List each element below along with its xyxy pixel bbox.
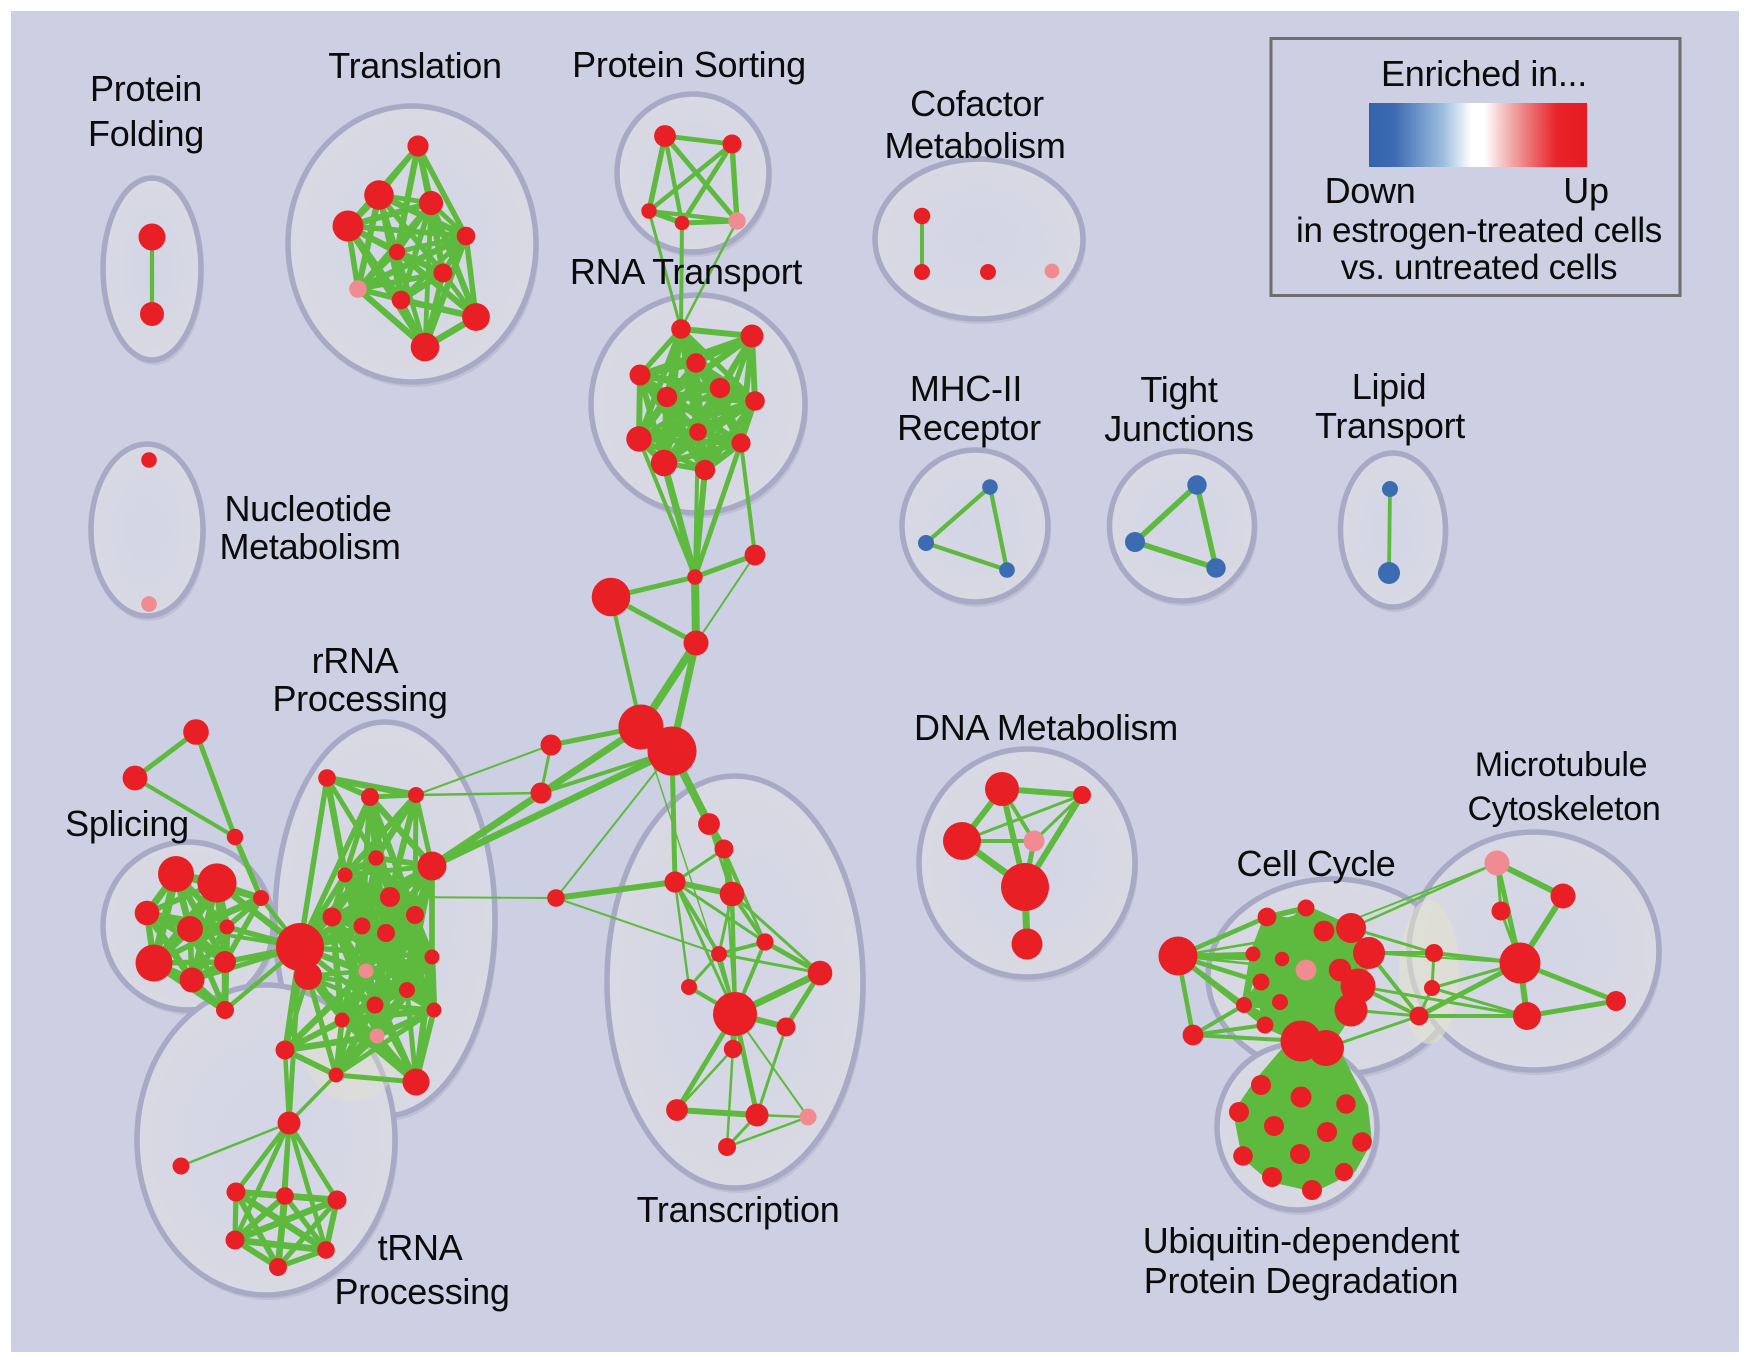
svg-text:MHC-II: MHC-II <box>910 368 1022 409</box>
svg-text:tRNA: tRNA <box>378 1227 463 1268</box>
svg-text:RNA Transport: RNA Transport <box>570 251 802 292</box>
svg-text:Translation: Translation <box>328 45 501 86</box>
svg-text:Receptor: Receptor <box>897 407 1041 448</box>
svg-text:Metabolism: Metabolism <box>884 125 1065 166</box>
svg-text:Microtubule: Microtubule <box>1475 746 1647 784</box>
svg-text:Metabolism: Metabolism <box>219 526 400 567</box>
svg-text:Enriched in...: Enriched in... <box>1381 53 1587 94</box>
svg-text:rRNA: rRNA <box>312 640 399 681</box>
svg-text:Protein Degradation: Protein Degradation <box>1144 1260 1459 1301</box>
svg-text:Lipid: Lipid <box>1352 366 1427 407</box>
svg-text:vs. untreated cells: vs. untreated cells <box>1341 248 1617 287</box>
svg-text:Folding: Folding <box>88 113 204 154</box>
svg-text:Protein Sorting: Protein Sorting <box>572 44 806 85</box>
svg-text:Splicing: Splicing <box>65 803 189 844</box>
svg-text:Cell Cycle: Cell Cycle <box>1236 843 1395 884</box>
svg-text:Down: Down <box>1325 170 1416 211</box>
svg-text:Tight: Tight <box>1140 369 1217 410</box>
svg-text:Processing: Processing <box>272 678 447 719</box>
svg-text:Protein: Protein <box>90 68 202 109</box>
svg-text:Up: Up <box>1563 170 1608 211</box>
svg-text:Ubiquitin-dependent: Ubiquitin-dependent <box>1143 1220 1460 1261</box>
svg-text:in estrogen-treated cells: in estrogen-treated cells <box>1296 211 1662 250</box>
svg-text:Transcription: Transcription <box>637 1189 840 1230</box>
svg-text:Cytoskeleton: Cytoskeleton <box>1468 790 1661 828</box>
svg-text:Processing: Processing <box>334 1271 509 1312</box>
svg-text:Transport: Transport <box>1315 405 1465 446</box>
svg-text:Junctions: Junctions <box>1104 408 1253 449</box>
svg-text:Nucleotide: Nucleotide <box>224 488 391 529</box>
svg-text:DNA Metabolism: DNA Metabolism <box>914 707 1178 748</box>
svg-text:Cofactor: Cofactor <box>910 83 1044 124</box>
